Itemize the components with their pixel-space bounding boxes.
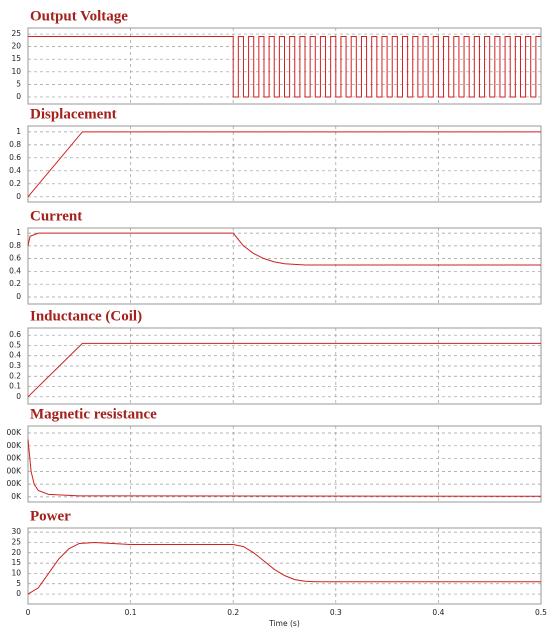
x-tick-label: 0.3 bbox=[330, 608, 342, 617]
line bbox=[28, 36, 541, 98]
y-tick-label: 0.2 bbox=[9, 179, 21, 188]
y-tick-label: 0 bbox=[16, 92, 21, 101]
x-tick-label: 0.2 bbox=[227, 608, 239, 617]
y-tick-label: 25 bbox=[11, 29, 21, 38]
y-tick-label: 0 bbox=[16, 392, 21, 401]
x-tick-label: 0.4 bbox=[432, 608, 444, 617]
y-tick-label: 0.4 bbox=[9, 266, 21, 275]
panel-title: Magnetic resistance bbox=[30, 406, 157, 422]
y-tick-label: 0 bbox=[16, 192, 21, 201]
y-tick-label: 0.2 bbox=[9, 279, 21, 288]
y-tick-label: 15 bbox=[11, 54, 21, 63]
panel-title: Current bbox=[30, 208, 82, 224]
y-tick-label: 0.4 bbox=[9, 166, 21, 175]
y-tick-label: 00K bbox=[7, 454, 23, 463]
y-tick-label: 30 bbox=[11, 527, 21, 536]
x-tick-label: 0 bbox=[26, 608, 31, 617]
y-tick-label: 20 bbox=[11, 548, 21, 557]
y-tick-label: 0.4 bbox=[9, 351, 21, 360]
y-tick-label: 5 bbox=[16, 579, 21, 588]
y-tick-label: 5 bbox=[16, 79, 21, 88]
y-tick-label: 0.6 bbox=[9, 330, 21, 339]
y-tick-label: 0K bbox=[11, 492, 22, 501]
x-axis-label: Time (s) bbox=[268, 619, 300, 628]
y-tick-label: 1 bbox=[16, 228, 21, 237]
plot-area bbox=[27, 125, 542, 203]
panel-title: Displacement bbox=[30, 106, 117, 122]
y-tick-label: 00K bbox=[7, 466, 23, 475]
y-tick-label: 00K bbox=[7, 428, 23, 437]
panel-title: Inductance (Coil) bbox=[30, 308, 142, 324]
y-tick-label: 0 bbox=[16, 589, 21, 598]
line bbox=[27, 439, 542, 497]
x-tick-label: 0.5 bbox=[535, 608, 547, 617]
y-tick-label: 1 bbox=[16, 127, 21, 136]
panel-title: Power bbox=[30, 508, 71, 524]
y-tick-label: 0.2 bbox=[9, 371, 21, 380]
line bbox=[27, 342, 541, 398]
y-tick-label: 25 bbox=[11, 537, 21, 546]
x-tick-label: 0.1 bbox=[125, 608, 137, 617]
plot-area bbox=[27, 227, 542, 305]
y-tick-label: 10 bbox=[11, 568, 21, 577]
y-tick-label: 0.8 bbox=[9, 140, 21, 149]
line bbox=[27, 232, 541, 266]
y-tick-label: 0.6 bbox=[9, 254, 21, 263]
plot-area bbox=[27, 425, 542, 503]
y-tick-label: 10 bbox=[11, 67, 21, 76]
y-tick-label: 0.8 bbox=[9, 241, 21, 250]
plot-area bbox=[27, 527, 542, 605]
plot-area bbox=[27, 327, 542, 405]
y-tick-label: 0.6 bbox=[9, 153, 21, 162]
y-tick-label: 15 bbox=[11, 558, 21, 567]
line bbox=[27, 131, 541, 198]
y-tick-label: 0.3 bbox=[9, 361, 21, 370]
y-tick-label: 20 bbox=[11, 42, 21, 51]
y-tick-label: 00K bbox=[7, 479, 23, 488]
y-tick-label: 0 bbox=[16, 292, 21, 301]
line bbox=[27, 541, 541, 595]
y-tick-label: 00K bbox=[7, 441, 23, 450]
y-tick-label: 0.1 bbox=[9, 382, 21, 391]
y-tick-label: 0.5 bbox=[9, 340, 21, 349]
panel-title: Output Voltage bbox=[30, 8, 128, 24]
